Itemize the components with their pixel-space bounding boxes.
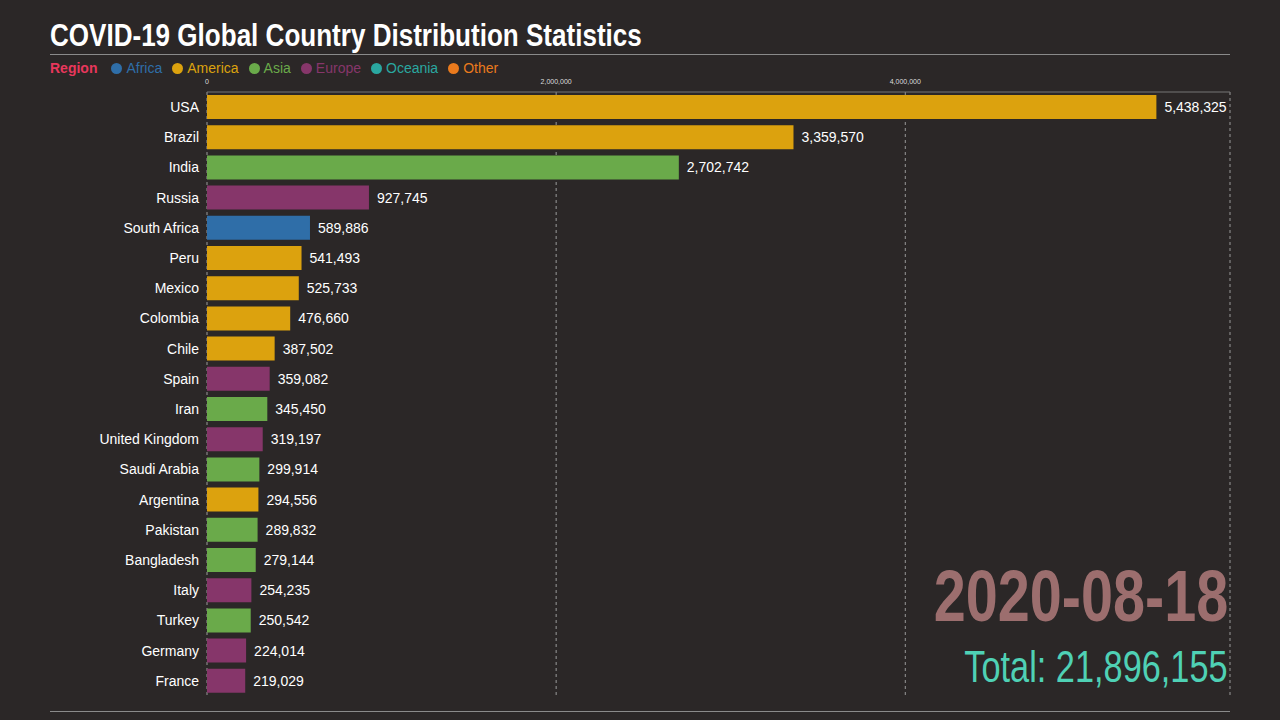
svg-text:Saudi Arabia: Saudi Arabia [120, 461, 200, 477]
svg-text:Colombia: Colombia [140, 310, 199, 326]
svg-text:476,660: 476,660 [298, 310, 349, 326]
svg-text:541,493: 541,493 [310, 250, 361, 266]
svg-text:United Kingdom: United Kingdom [99, 431, 199, 447]
svg-text:219,029: 219,029 [253, 673, 304, 689]
svg-text:India: India [169, 159, 200, 175]
svg-text:Italy: Italy [173, 582, 199, 598]
svg-text:525,733: 525,733 [307, 280, 358, 296]
svg-text:345,450: 345,450 [275, 401, 326, 417]
svg-text:319,197: 319,197 [271, 431, 322, 447]
svg-text:3,359,570: 3,359,570 [801, 129, 863, 145]
html-text:Oceania: Oceania [386, 60, 439, 76]
svg-text:254,235: 254,235 [259, 582, 310, 598]
svg-text:224,014: 224,014 [254, 643, 305, 659]
svg-text:France: France [155, 673, 199, 689]
svg-text:Pakistan: Pakistan [145, 522, 199, 538]
svg-text:Brazil: Brazil [164, 129, 199, 145]
svg-text:5,438,325: 5,438,325 [1164, 99, 1226, 115]
html-text:Asia: Asia [263, 60, 291, 76]
svg-text:279,144: 279,144 [264, 552, 315, 568]
html-text:Europe: Europe [315, 60, 361, 76]
html-text:Africa: Africa [126, 60, 163, 76]
html-text:2020-08-18: 2020-08-18 [933, 556, 1228, 636]
svg-text:299,914: 299,914 [267, 461, 318, 477]
svg-text:Peru: Peru [169, 250, 199, 266]
svg-text:Germany: Germany [141, 643, 199, 659]
svg-text:927,745: 927,745 [377, 190, 428, 206]
html-text:Total: 21,896,155: Total: 21,896,155 [964, 642, 1228, 691]
html-text:America: America [187, 60, 239, 76]
html-text:Other: Other [463, 60, 499, 76]
svg-text:Spain: Spain [163, 371, 199, 387]
svg-text:589,886: 589,886 [318, 220, 369, 236]
svg-text:289,832: 289,832 [266, 522, 317, 538]
html-text:COVID-19 Global Country Distri: COVID-19 Global Country Distribution Sta… [50, 18, 642, 53]
svg-text:Bangladesh: Bangladesh [125, 552, 199, 568]
svg-text:387,502: 387,502 [283, 341, 334, 357]
svg-text:South Africa: South Africa [124, 220, 200, 236]
svg-text:4,000,000: 4,000,000 [890, 78, 921, 85]
svg-text:Russia: Russia [156, 190, 199, 206]
svg-text:2,702,742: 2,702,742 [687, 159, 749, 175]
svg-text:Chile: Chile [167, 341, 199, 357]
svg-text:Turkey: Turkey [157, 612, 199, 628]
svg-text:294,556: 294,556 [266, 492, 317, 508]
svg-text:0: 0 [205, 78, 209, 85]
html-text:Region: Region [50, 60, 98, 76]
svg-text:2,000,000: 2,000,000 [541, 78, 572, 85]
svg-text:Argentina: Argentina [139, 492, 199, 508]
svg-text:359,082: 359,082 [278, 371, 329, 387]
svg-text:250,542: 250,542 [259, 612, 310, 628]
svg-text:USA: USA [170, 99, 199, 115]
svg-text:Mexico: Mexico [155, 280, 200, 296]
svg-text:Iran: Iran [175, 401, 199, 417]
